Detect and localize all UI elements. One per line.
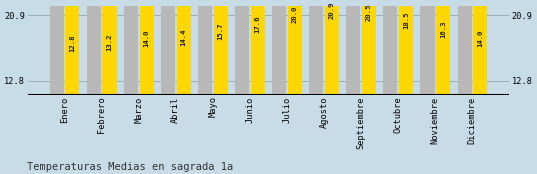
- Bar: [458, 0, 471, 95]
- Bar: [214, 0, 228, 95]
- Text: 18.5: 18.5: [403, 12, 409, 29]
- Text: 20.9: 20.9: [329, 2, 335, 19]
- Text: 15.7: 15.7: [217, 23, 224, 40]
- Bar: [66, 0, 79, 95]
- Bar: [346, 0, 360, 95]
- Bar: [383, 0, 397, 95]
- Bar: [436, 0, 450, 95]
- Text: 12.8: 12.8: [69, 35, 75, 52]
- Bar: [399, 0, 413, 95]
- Bar: [87, 0, 101, 95]
- Bar: [235, 0, 249, 95]
- Bar: [325, 0, 339, 95]
- Text: 14.0: 14.0: [477, 30, 483, 47]
- Text: 17.6: 17.6: [255, 15, 261, 33]
- Bar: [362, 0, 376, 95]
- Text: 14.4: 14.4: [180, 28, 187, 46]
- Text: 20.0: 20.0: [292, 6, 298, 23]
- Bar: [288, 0, 302, 95]
- Bar: [50, 0, 64, 95]
- Bar: [251, 0, 265, 95]
- Bar: [177, 0, 191, 95]
- Text: 20.5: 20.5: [366, 3, 372, 21]
- Text: 13.2: 13.2: [106, 33, 112, 50]
- Bar: [103, 0, 117, 95]
- Text: 14.0: 14.0: [143, 30, 149, 47]
- Text: 16.3: 16.3: [440, 21, 446, 38]
- Bar: [198, 0, 212, 95]
- Bar: [272, 0, 286, 95]
- Bar: [124, 0, 138, 95]
- Bar: [140, 0, 154, 95]
- Text: Temperaturas Medias en sagrada 1a: Temperaturas Medias en sagrada 1a: [27, 162, 233, 172]
- Bar: [161, 0, 175, 95]
- Bar: [420, 0, 434, 95]
- Bar: [473, 0, 487, 95]
- Bar: [309, 0, 323, 95]
